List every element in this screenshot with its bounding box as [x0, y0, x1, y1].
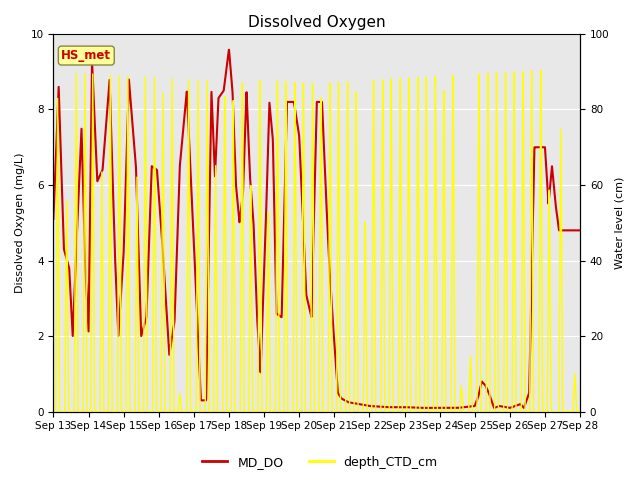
Y-axis label: Water level (cm): Water level (cm)	[615, 177, 625, 269]
Title: Dissolved Oxygen: Dissolved Oxygen	[248, 15, 385, 30]
Text: HS_met: HS_met	[61, 49, 111, 62]
Legend: MD_DO, depth_CTD_cm: MD_DO, depth_CTD_cm	[197, 451, 443, 474]
Y-axis label: Dissolved Oxygen (mg/L): Dissolved Oxygen (mg/L)	[15, 153, 25, 293]
